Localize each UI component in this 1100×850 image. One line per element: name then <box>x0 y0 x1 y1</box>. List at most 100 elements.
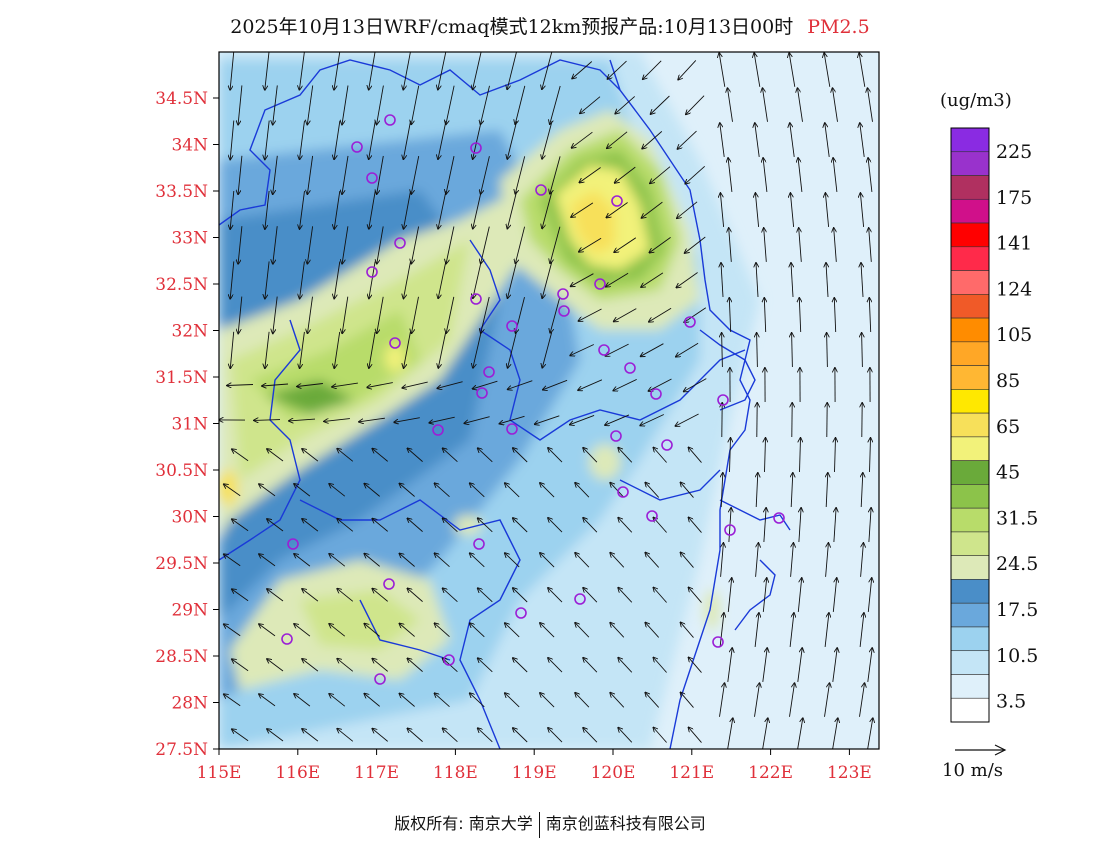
wind-arrow <box>334 191 341 229</box>
lon-tick-label: 120E <box>591 763 636 783</box>
wind-arrow <box>542 191 553 229</box>
wind-arrow <box>367 382 393 388</box>
wind-arrow <box>728 88 733 122</box>
monitoring-station-icon <box>384 114 396 126</box>
wind-arrow <box>473 52 482 90</box>
wind-arrow <box>542 52 553 89</box>
wind-arrow <box>548 588 563 603</box>
lat-tick-label: 33.5N <box>155 182 208 202</box>
wind-arrow <box>607 131 628 148</box>
latitude-axis: 34.5N 34N 33.5N 33N 32.5N 32N 31.5N 31N 30.5N 30N… <box>155 89 219 760</box>
wind-arrow <box>259 484 276 497</box>
wind-arrow <box>618 728 633 743</box>
monitoring-station-icon <box>506 423 518 435</box>
wind-arrow <box>825 543 829 577</box>
wind-arrow <box>302 729 319 742</box>
wind-arrow <box>473 380 498 389</box>
colorbar-label: 105 <box>996 324 1032 346</box>
colorbar-segment <box>950 555 990 580</box>
wind-arrow <box>684 378 707 392</box>
wind-arrow <box>550 226 561 263</box>
wind-arrow <box>869 228 872 262</box>
wind-arrow <box>478 518 493 533</box>
wind-arrow <box>859 613 864 647</box>
monitoring-station-icon <box>366 172 378 184</box>
wind-arrow <box>645 553 660 568</box>
wind-arrow <box>764 508 766 543</box>
wind-arrow <box>859 683 865 717</box>
monitoring-station-icon <box>535 184 547 196</box>
wind-arrow <box>728 158 733 192</box>
colorbar-label: 31.5 <box>996 507 1038 529</box>
wind-arrow <box>438 52 447 90</box>
colorbar-segment <box>950 246 990 271</box>
wind-arrow <box>825 193 830 227</box>
wind-arrow <box>720 543 724 577</box>
wind-arrow <box>507 120 518 159</box>
wind-arrow <box>606 272 629 286</box>
wind-arrow <box>649 307 672 322</box>
colorbar-segment <box>950 151 990 176</box>
wind-arrow <box>867 648 872 682</box>
wind-arrow <box>642 201 663 218</box>
wind-arrow <box>342 226 349 263</box>
wind-arrow <box>508 380 533 390</box>
wind-arrow <box>259 694 276 707</box>
monitoring-station-icon <box>470 293 482 305</box>
colorbar-label: 175 <box>996 187 1032 209</box>
colorbar-segment <box>950 484 990 509</box>
company-name: 南京创蓝科技有限公司 <box>545 814 706 833</box>
wind-arrow <box>507 52 517 90</box>
wind-arrow <box>721 263 723 298</box>
colorbar-segment <box>950 531 990 556</box>
wind-arrow <box>443 448 458 463</box>
wind-arrow <box>719 53 726 87</box>
wind-arrow <box>478 658 493 673</box>
wind-arrow <box>618 658 633 673</box>
wind-arrow <box>372 519 388 532</box>
wind-arrow <box>227 385 254 386</box>
wind-arrow <box>618 448 633 463</box>
lat-tick-label: 31.5N <box>155 368 208 388</box>
wind-arrow <box>827 333 828 368</box>
wind-arrow <box>755 193 760 227</box>
monitoring-station-icon <box>661 439 673 451</box>
wind-arrow <box>868 88 873 122</box>
monitoring-station-icon <box>281 633 293 645</box>
wind-arrow <box>615 166 636 183</box>
wind-arrow <box>508 332 517 368</box>
wind-arrow <box>764 298 765 333</box>
wind-arrow <box>403 52 411 89</box>
wind-arrow <box>407 588 423 602</box>
wind-arrow <box>861 263 863 298</box>
wind-arrow <box>470 553 485 568</box>
wind-arrow <box>610 483 625 498</box>
wind-arrow <box>676 342 699 356</box>
wind-arrow <box>302 449 319 462</box>
wind-arrow <box>610 553 625 568</box>
wind-arrow <box>689 727 702 743</box>
wind-arrow <box>399 484 415 497</box>
wind-arrow <box>300 120 305 160</box>
wind-arrow <box>334 261 341 299</box>
colorbar-segment <box>950 270 990 295</box>
monitoring-station-icon <box>383 578 395 590</box>
monitoring-station-icon <box>610 430 622 442</box>
wind-arrow <box>372 449 388 462</box>
wind-arrow <box>641 343 664 357</box>
monitoring-station-icon <box>717 394 729 406</box>
wind-arrow <box>834 228 837 262</box>
wind-arrow <box>825 123 830 157</box>
lon-tick-label: 118E <box>433 763 478 783</box>
wind-arrow <box>645 483 660 498</box>
wind-arrow <box>721 473 723 508</box>
wind-arrow <box>834 298 835 333</box>
wind-arrow <box>308 296 313 334</box>
lat-tick-label: 29.5N <box>155 554 208 574</box>
wind-arrow <box>443 518 458 533</box>
colorbar-segment <box>950 222 990 248</box>
lat-tick-label: 34.5N <box>155 89 208 109</box>
wind-arrow <box>224 624 241 637</box>
wind-arrow <box>515 226 526 264</box>
wind-arrow <box>575 623 590 638</box>
